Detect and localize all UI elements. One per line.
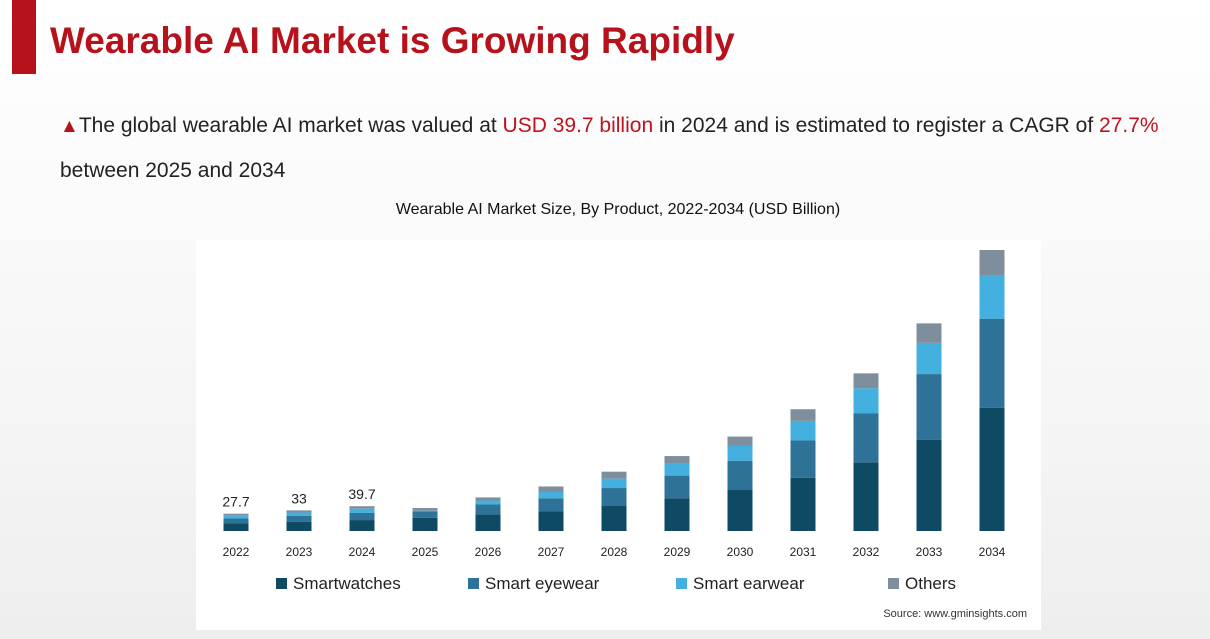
bar-others-2031 [791,409,816,421]
stacked-bar-chart: 2022 2023 2024 2025 2026 2027 2028 2029 2030 2031… [196,240,1041,630]
bar-others-2023 [287,510,312,512]
legend-swatch-smartwatches [276,578,287,589]
bar-smart-eyewear-2030 [728,461,753,490]
bar-smartwatches-2026 [476,515,501,531]
legend-label-smart-eyewear: Smart eyewear [485,574,600,593]
triangle-bullet-icon: ▲ [60,116,79,137]
legend-label-smartwatches: Smartwatches [293,574,401,593]
bar-smart-eyewear-2024 [350,513,375,520]
x-tick-label-2030: 2030 [727,545,754,559]
legend-label-others: Others [905,574,956,593]
chart-title: Wearable AI Market Size, By Product, 202… [0,201,1210,219]
x-tick-label-2026: 2026 [475,545,502,559]
x-tick-label-2033: 2033 [916,545,943,559]
bar-smart-earwear-2025 [413,511,438,512]
bar-smartwatches-2022 [224,523,249,531]
chart-source: Source: www.gminsights.com [883,608,1027,620]
bar-smartwatches-2032 [854,462,879,531]
bar-smartwatches-2033 [917,440,942,531]
bar-smart-eyewear-2028 [602,488,627,506]
bar-smartwatches-2024 [350,520,375,531]
bar-smart-eyewear-2033 [917,374,942,440]
x-tick-label-2025: 2025 [412,545,439,559]
x-tick-label-2022: 2022 [223,545,250,559]
x-tick-label-2032: 2032 [853,545,880,559]
bar-others-2024 [350,506,375,508]
bar-smartwatches-2025 [413,518,438,531]
chart-panel: 2022 2023 2024 2025 2026 2027 2028 2029 2030 2031… [196,240,1041,630]
x-tick-label-2034: 2034 [979,545,1006,559]
bar-smartwatches-2030 [728,490,753,531]
x-tick-label-2027: 2027 [538,545,565,559]
bar-smart-earwear-2027 [539,492,564,498]
bar-others-2028 [602,472,627,479]
bar-smart-earwear-2033 [917,343,942,374]
data-label-2024: 39.7 [348,486,375,502]
bar-others-2030 [728,437,753,446]
x-tick-label-2024: 2024 [349,545,376,559]
x-tick-label-2031: 2031 [790,545,817,559]
legend-label-smart-earwear: Smart earwear [693,574,805,593]
bar-smartwatches-2029 [665,498,690,531]
bar-others-2022 [224,514,249,516]
legend-swatch-smart-eyewear [468,578,479,589]
bar-smart-earwear-2024 [350,509,375,513]
bar-smart-earwear-2029 [665,464,690,476]
bullet-text-3: between 2025 and 2034 [60,159,285,182]
bar-smart-earwear-2022 [224,516,249,519]
bar-smart-earwear-2032 [854,388,879,413]
bullet-text-1: The global wearable AI market was valued… [79,114,503,137]
data-label-2022: 27.7 [222,494,249,510]
bar-smart-eyewear-2023 [287,516,312,522]
bar-smart-eyewear-2034 [980,319,1005,408]
bar-smartwatches-2034 [980,408,1005,531]
bullet-text-2: in 2024 and is estimated to register a C… [653,114,1099,137]
bar-smartwatches-2027 [539,511,564,531]
cagr-highlight: 27.7% [1099,114,1159,137]
legend-swatch-smart-earwear [676,578,687,589]
bar-smart-eyewear-2029 [665,476,690,499]
bar-others-2026 [476,497,501,500]
summary-bullet: ▲The global wearable AI market was value… [60,104,1160,193]
bar-others-2029 [665,456,690,464]
bar-smartwatches-2031 [791,478,816,531]
slide-title: Wearable AI Market is Growing Rapidly [50,20,735,62]
bar-smart-earwear-2026 [476,501,501,505]
bar-smart-earwear-2028 [602,479,627,488]
bar-others-2025 [413,508,438,511]
bar-smartwatches-2028 [602,506,627,531]
bar-others-2032 [854,373,879,388]
bar-smart-eyewear-2031 [791,440,816,477]
bar-smart-earwear-2023 [287,513,312,516]
bar-others-2027 [539,486,564,491]
x-tick-label-2028: 2028 [601,545,628,559]
title-accent-bar [12,0,36,74]
bar-smart-eyewear-2032 [854,413,879,462]
x-tick-label-2029: 2029 [664,545,691,559]
bar-smart-earwear-2031 [791,421,816,441]
bar-smart-eyewear-2026 [476,504,501,514]
bar-smart-eyewear-2027 [539,498,564,511]
bar-smart-earwear-2034 [980,275,1005,319]
bar-smart-eyewear-2022 [224,518,249,523]
data-label-2023: 33 [291,490,307,506]
legend-swatch-others [888,578,899,589]
x-tick-label-2023: 2023 [286,545,313,559]
market-value-highlight: USD 39.7 billion [503,114,654,137]
bar-smart-earwear-2030 [728,446,753,461]
bar-smart-eyewear-2025 [413,511,438,517]
bar-others-2033 [917,323,942,342]
bar-others-2034 [980,250,1005,275]
bar-smartwatches-2023 [287,522,312,531]
